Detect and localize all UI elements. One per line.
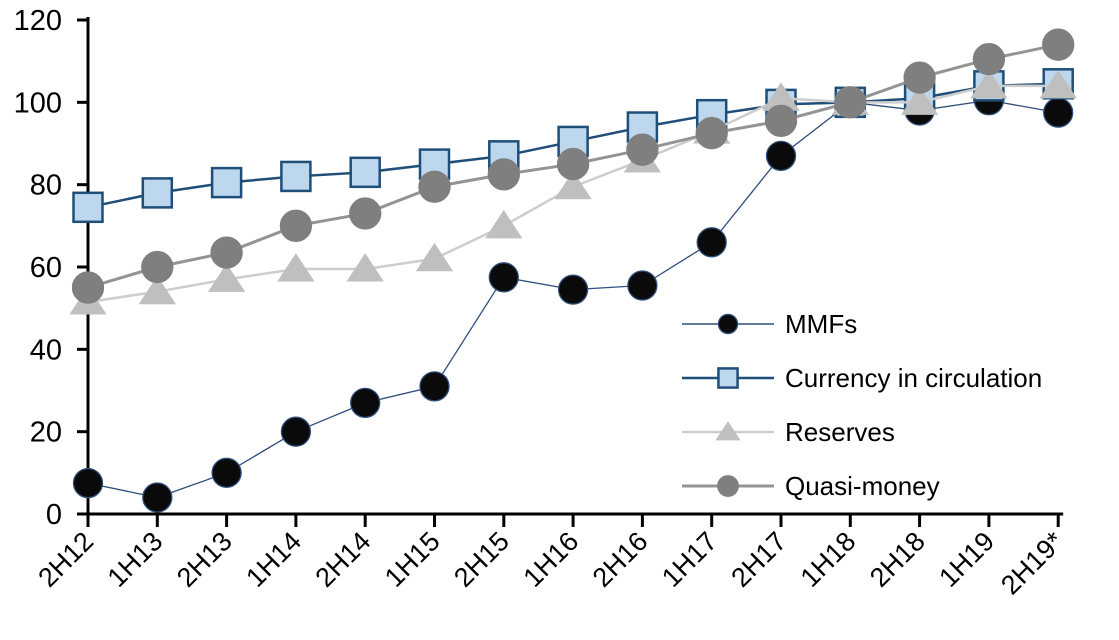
legend-item-mmfs: MMFs [680, 297, 1042, 351]
x-axis-tick-label: 2H18 [864, 526, 931, 593]
x-axis-tick-label: 1H15 [379, 526, 446, 593]
data-point-marker [210, 166, 243, 199]
legend-item-currency: Currency in circulation [680, 351, 1042, 405]
data-point-marker [141, 177, 174, 209]
data-point-marker [717, 367, 739, 389]
x-axis-tick-label: 2H13 [171, 526, 238, 593]
data-point-marker [142, 482, 173, 513]
y-axis-tick-label: 20 [30, 417, 62, 449]
data-point-marker [970, 69, 1008, 99]
legend-label-reserves: Reserves [785, 417, 895, 447]
currency-legend-marker-icon [682, 367, 774, 389]
data-point-marker [626, 133, 659, 166]
data-point-marker [903, 61, 936, 94]
data-point-marker [557, 274, 589, 305]
x-axis-tick-label: 1H13 [102, 526, 169, 593]
data-point-marker [488, 262, 519, 293]
y-axis-tick-label: 0 [46, 499, 62, 531]
x-axis-tick-label: 2H14 [310, 526, 377, 593]
data-point-marker [485, 209, 523, 239]
data-point-marker [834, 86, 867, 119]
x-axis-tick-label: 2H16 [587, 526, 654, 593]
y-axis-tick-label: 40 [30, 334, 62, 366]
data-point-marker [765, 140, 797, 172]
y-axis-tick-label: 120 [14, 5, 62, 37]
data-point-marker [717, 475, 739, 497]
data-point-marker [138, 275, 176, 305]
x-axis-tick-label: 1H19 [933, 526, 1000, 593]
data-point-marker [72, 467, 104, 499]
data-point-marker [207, 263, 246, 292]
y-axis-tick-label: 60 [30, 252, 62, 284]
y-axis-tick-label: 100 [14, 87, 62, 119]
data-point-marker [627, 270, 658, 301]
x-axis-tick-label: 2H15 [448, 526, 515, 593]
data-point-marker [972, 42, 1006, 76]
mmfs-legend-marker-icon [682, 313, 774, 335]
data-point-marker [1039, 69, 1077, 99]
data-point-marker [900, 86, 939, 115]
data-point-marker [1042, 28, 1075, 61]
x-axis-tick-label: 2H19* [995, 526, 1070, 601]
data-point-marker [71, 271, 105, 304]
data-point-marker [277, 253, 315, 282]
y-axis-tick-label: 80 [30, 170, 62, 202]
x-axis-tick-label: 1H18 [795, 526, 862, 593]
data-point-marker [415, 242, 454, 272]
x-axis-tick-label: 2H17 [725, 526, 792, 593]
data-point-marker [346, 253, 384, 282]
data-point-marker [72, 191, 104, 224]
data-point-marker [554, 170, 592, 200]
x-axis-tick-label: 1H14 [240, 526, 307, 593]
data-point-marker [1043, 97, 1074, 128]
data-point-marker [717, 313, 739, 335]
legend-label-currency: Currency in circulation [785, 363, 1043, 393]
x-axis-tick-label: 1H16 [517, 526, 584, 593]
legend-label-quasi-money: Quasi-money [785, 471, 940, 501]
quasi-money-legend-marker-icon [682, 475, 774, 497]
data-point-marker [695, 117, 728, 150]
data-point-marker [211, 457, 242, 488]
chart-legend: MMFs Currency in circulation Reserves Qu… [680, 297, 1042, 513]
data-point-marker [487, 158, 520, 191]
data-point-marker [350, 387, 381, 419]
legend-item-quasi-money: Quasi-money [680, 459, 1042, 513]
legend-label-mmfs: MMFs [785, 309, 858, 339]
data-point-marker [349, 197, 382, 230]
x-axis-tick-label: 2H12 [32, 526, 99, 593]
data-point-marker [715, 421, 741, 441]
legend-item-reserves: Reserves [680, 405, 1042, 459]
data-point-marker [418, 170, 451, 203]
series-quasi-money [71, 28, 1075, 304]
data-point-marker [210, 236, 243, 269]
data-point-marker [279, 209, 313, 242]
data-point-marker [556, 147, 590, 181]
data-point-marker [696, 227, 727, 258]
data-point-marker [280, 416, 312, 447]
data-point-marker [419, 371, 450, 402]
x-axis-tick-label: 1H17 [656, 526, 723, 593]
data-point-marker [141, 250, 174, 284]
data-point-marker [764, 104, 798, 138]
data-point-marker [280, 160, 312, 193]
data-point-marker [349, 156, 381, 189]
reserves-legend-marker-icon [682, 421, 774, 441]
